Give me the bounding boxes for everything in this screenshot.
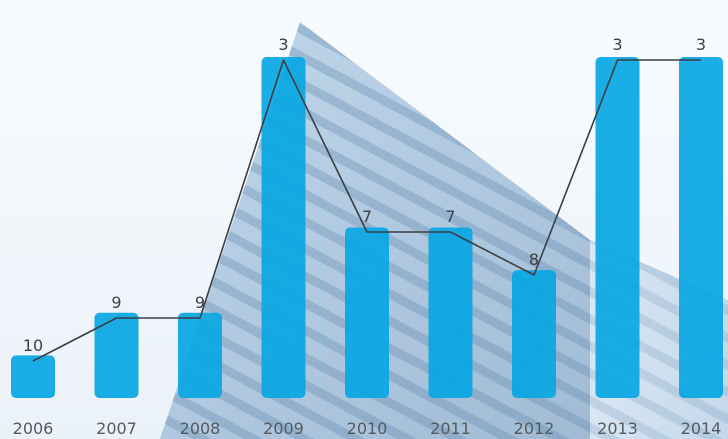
data-label-2007: 9 (111, 293, 121, 312)
x-tick-label-2006: 2006 (13, 419, 54, 438)
x-tick-label-2013: 2013 (597, 419, 638, 438)
x-tick-label-2011: 2011 (430, 419, 471, 438)
bar-2013 (595, 57, 640, 398)
bar-2006 (11, 355, 55, 398)
bar-2011 (428, 227, 473, 398)
x-tick-label-2009: 2009 (263, 419, 304, 438)
data-label-2008: 9 (195, 293, 205, 312)
data-label-2011: 7 (445, 207, 455, 226)
bar-2008 (178, 312, 222, 398)
bar-2010 (345, 227, 389, 398)
data-label-2010: 7 (362, 207, 372, 226)
bar-2012 (512, 270, 556, 398)
data-label-2014: 3 (696, 35, 706, 54)
data-label-2006: 10 (23, 336, 43, 355)
data-label-2012: 8 (529, 250, 539, 269)
line-layer (32, 59, 701, 362)
bar-2009 (261, 57, 306, 398)
x-tick-label-2008: 2008 (180, 419, 221, 438)
x-tick-label-2014: 2014 (681, 419, 722, 438)
bars-layer (11, 57, 723, 398)
bar-2014 (679, 57, 723, 398)
data-labels-layer: 10 9 9 3 7 7 8 3 3 (23, 35, 706, 355)
x-tick-label-2012: 2012 (514, 419, 555, 438)
data-label-2013: 3 (612, 35, 622, 54)
bar-2007 (94, 312, 139, 398)
x-tick-label-2010: 2010 (347, 419, 388, 438)
x-axis-labels: 2006 2007 2008 2009 2010 2011 2012 2013 2014 (13, 419, 722, 438)
data-label-2009: 3 (278, 35, 288, 54)
x-tick-label-2007: 2007 (96, 419, 137, 438)
trend-line (32, 59, 701, 362)
